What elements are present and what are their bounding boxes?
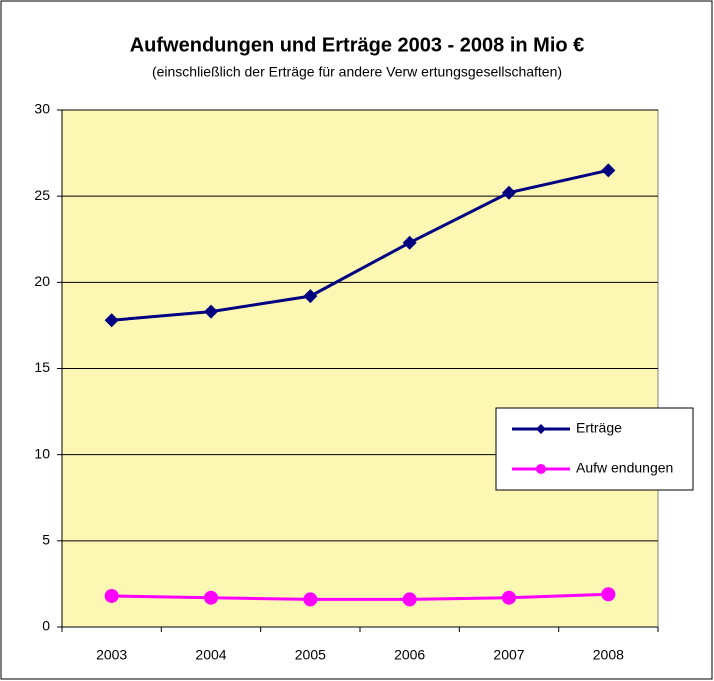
y-tick-label: 30: [34, 101, 50, 117]
point: [204, 590, 218, 605]
point: [303, 592, 318, 607]
x-tick-label: 2006: [394, 647, 425, 663]
point: [104, 313, 119, 328]
x-tick-label: 2007: [493, 647, 524, 663]
chart-subtitle: (einschließlich der Erträge für andere V…: [152, 64, 562, 80]
legend: [495, 407, 694, 491]
chart-title: Aufwendungen und Erträge 2003 - 2008 in …: [130, 34, 585, 56]
legend-label: Aufw endungen: [576, 460, 673, 476]
point: [204, 304, 218, 319]
point: [303, 289, 318, 304]
point: [502, 590, 516, 605]
x-tick-label: 2008: [593, 647, 624, 663]
y-tick-label: 20: [34, 273, 50, 289]
point: [104, 588, 119, 603]
x-tick-label: 2004: [195, 647, 226, 663]
legend-label: Erträge: [576, 420, 622, 436]
y-tick-label: 25: [34, 187, 50, 203]
legend-marker: [536, 424, 546, 434]
y-tick-label: 5: [42, 532, 50, 548]
point: [601, 163, 616, 178]
legend-marker: [536, 464, 546, 474]
point: [601, 587, 616, 602]
x-tick-label: 2003: [96, 647, 127, 663]
line: [111, 168, 609, 322]
point: [402, 592, 417, 607]
x-tick-label: 2005: [295, 647, 326, 663]
y-tick-label: 0: [42, 618, 50, 634]
line: [111, 592, 609, 601]
point: [402, 235, 417, 250]
y-tick-label: 10: [34, 445, 50, 461]
y-tick-label: 15: [34, 359, 50, 375]
point: [502, 185, 516, 200]
